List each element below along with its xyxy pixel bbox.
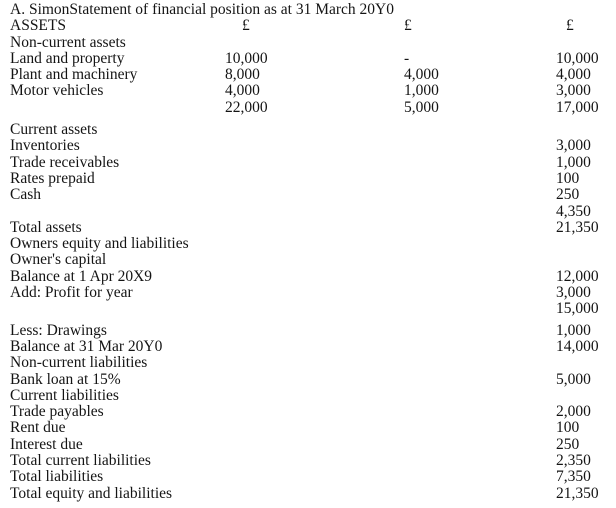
row-label: Total current liabilities (10, 452, 151, 470)
table-row: Less: Drawings 1,000 (0, 321, 616, 339)
cell-column-3: 4,350 (556, 202, 591, 220)
row-label: Bank loan at 15% (10, 370, 121, 388)
table-row: Rates prepaid 100 (0, 169, 616, 187)
row-label: Motor vehicles (10, 82, 104, 100)
cell-column-3: 100 (556, 169, 580, 187)
row-label: Total equity and liabilities (10, 484, 173, 502)
page-title: A. SimonStatement of financial position … (10, 1, 394, 18)
table-row: Trade receivables 1,000 (0, 153, 616, 171)
row-label: Non-current assets (10, 33, 126, 51)
table-row: Total liabilities 7,350 (0, 468, 616, 486)
table-row: Rent due 100 (0, 419, 616, 437)
row-label: Current assets (10, 121, 98, 139)
cell-column-3: 14,000 (556, 337, 599, 355)
cell-column-1: 22,000 (225, 98, 268, 116)
table-row: 22,000 5,000 17,000 (0, 98, 616, 116)
table-row: Cash 250 (0, 186, 616, 204)
table-row: 15,000 (0, 300, 616, 318)
row-label: Trade receivables (10, 153, 120, 171)
table-row: Interest due 250 (0, 435, 616, 453)
cell-column-3: 2,000 (556, 403, 591, 421)
table-row: Bank loan at 15% 5,000 (0, 370, 616, 388)
row-label: Less: Drawings (10, 321, 107, 339)
table-row: Total assets 21,350 (0, 218, 616, 236)
row-label: Cash (10, 186, 41, 204)
row-label: Rates prepaid (10, 169, 95, 187)
cell-column-2: 5,000 (404, 98, 439, 116)
cell-column-2: - (404, 49, 410, 67)
row-label: Non-current liabilities (10, 354, 148, 372)
table-row: Inventories 3,000 (0, 137, 616, 155)
cell-column-1: 4,000 (225, 82, 260, 100)
cell-column-3: 15,000 (556, 300, 599, 318)
row-label: Balance at 31 Mar 20Y0 (10, 337, 163, 355)
statement-rows: Non-current assets Land and property 10,00… (0, 33, 616, 502)
table-row: Non-current assets (0, 33, 616, 51)
cell-column-3: 4,000 (556, 66, 591, 84)
cell-column-2: 1,000 (404, 82, 439, 100)
cell-column-3: 3,000 (556, 82, 591, 100)
cell-column-3: 250 (556, 186, 580, 204)
table-row: Owners equity and liabilities (0, 235, 616, 253)
table-row: Trade payables 2,000 (0, 403, 616, 421)
cell-column-3: 2,350 (556, 452, 591, 470)
row-label: Rent due (10, 419, 66, 437)
row-label: Land and property (10, 49, 125, 67)
cell-column-3: 5,000 (556, 370, 591, 388)
table-row: Motor vehicles 4,000 1,000 3,000 (0, 82, 616, 100)
table-row: Non-current liabilities (0, 354, 616, 372)
cell-column-3: 7,350 (556, 468, 591, 486)
row-label: Inventories (10, 137, 80, 155)
row-label: Plant and machinery (10, 66, 138, 84)
pound-sign-column-3: £ (566, 17, 574, 35)
row-label: Total assets (10, 218, 82, 236)
cell-column-1: 8,000 (225, 66, 260, 84)
table-row: Total equity and liabilities 21,350 (0, 484, 616, 502)
row-label: Current liabilities (10, 386, 119, 404)
cell-column-2: 4,000 (404, 66, 439, 84)
cell-column-3: 12,000 (556, 267, 599, 285)
table-row: Current assets (0, 121, 616, 139)
cell-column-3: 100 (556, 419, 580, 437)
cell-column-3: 17,000 (556, 98, 599, 116)
cell-column-3: 3,000 (556, 137, 591, 155)
table-header-row: ASSETS £ £ £ (0, 17, 616, 35)
table-row: Plant and machinery 8,000 4,000 4,000 (0, 66, 616, 84)
column-header-assets: ASSETS (10, 17, 66, 35)
cell-column-3: 3,000 (556, 284, 591, 302)
row-label: Owners equity and liabilities (10, 235, 189, 253)
table-row: Owner's capital (0, 251, 616, 269)
cell-column-1: 10,000 (225, 49, 268, 67)
cell-column-3: 21,350 (556, 218, 599, 236)
table-row: Balance at 1 Apr 20X9 12,000 (0, 267, 616, 285)
table-row: Add: Profit for year 3,000 (0, 284, 616, 302)
cell-column-3: 1,000 (556, 321, 591, 339)
pound-sign-column-1: £ (242, 17, 250, 35)
table-row: Balance at 31 Mar 20Y0 14,000 (0, 337, 616, 355)
pound-sign-column-2: £ (404, 17, 412, 35)
row-label: Total liabilities (10, 468, 104, 486)
table-row: Land and property 10,000 - 10,000 (0, 49, 616, 67)
cell-column-3: 1,000 (556, 153, 591, 171)
row-label: Trade payables (10, 403, 104, 421)
table-row: Total current liabilities 2,350 (0, 452, 616, 470)
table-row: Current liabilities (0, 386, 616, 404)
title-row: A. SimonStatement of financial position … (0, 1, 616, 18)
cell-column-3: 10,000 (556, 49, 599, 67)
row-label: Balance at 1 Apr 20X9 (10, 267, 153, 285)
cell-column-3: 21,350 (556, 484, 599, 502)
table-row: 4,350 (0, 202, 616, 220)
row-label: Interest due (10, 435, 83, 453)
row-label: Add: Profit for year (10, 284, 133, 302)
row-label: Owner's capital (10, 251, 107, 269)
cell-column-3: 250 (556, 435, 580, 453)
